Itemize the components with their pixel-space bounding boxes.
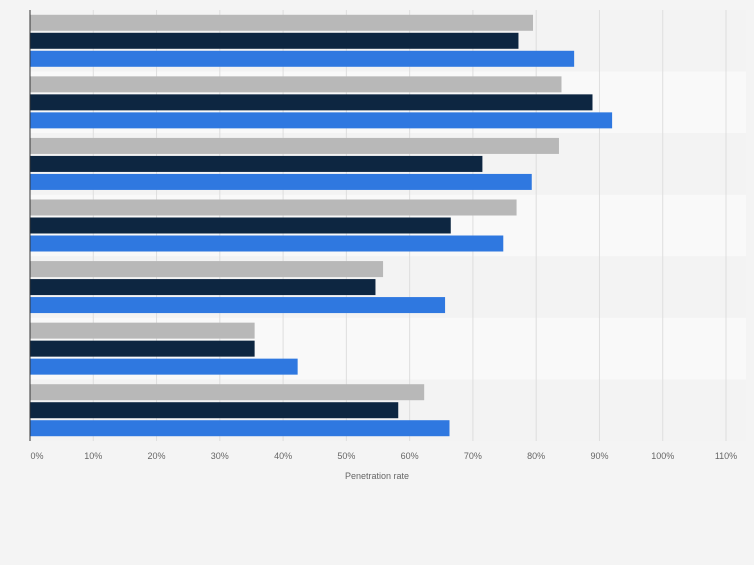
- bar: [30, 14, 534, 31]
- bar: [30, 358, 298, 375]
- bar: [30, 199, 517, 216]
- x-tick-label: 110%: [715, 451, 737, 461]
- x-tick-label: 60%: [401, 451, 419, 461]
- bar: [30, 76, 562, 93]
- bar: [30, 235, 504, 252]
- bar: [30, 173, 532, 190]
- x-axis-label: Penetration rate: [345, 471, 409, 481]
- bar: [30, 297, 446, 314]
- bar: [30, 32, 519, 49]
- bar: [30, 322, 255, 339]
- x-tick-label: 100%: [651, 451, 674, 461]
- bar: [30, 402, 399, 419]
- x-tick-label: 90%: [590, 451, 608, 461]
- bar: [30, 261, 384, 278]
- bar: [30, 94, 593, 111]
- x-tick-label: 80%: [527, 451, 545, 461]
- bar: [30, 155, 483, 172]
- bar: [30, 137, 559, 154]
- bar: [30, 50, 575, 67]
- bar: [30, 112, 613, 129]
- x-tick-label: 70%: [464, 451, 482, 461]
- x-tick-label: 50%: [337, 451, 355, 461]
- x-tick-labels: 0% 10% 20% 30% 40% 50% 60% 70% 80% 90% 100% 110%: [30, 451, 737, 461]
- x-tick-label: 40%: [274, 451, 292, 461]
- bars: [30, 14, 613, 437]
- bar: [30, 384, 425, 401]
- x-tick-label: 20%: [148, 451, 166, 461]
- x-tick-label: 30%: [211, 451, 229, 461]
- x-tick-label: 0%: [30, 451, 43, 461]
- bar: [30, 217, 451, 234]
- bar: [30, 340, 255, 357]
- x-tick-label: 10%: [84, 451, 102, 461]
- bar: [30, 420, 450, 437]
- bar: [30, 279, 376, 296]
